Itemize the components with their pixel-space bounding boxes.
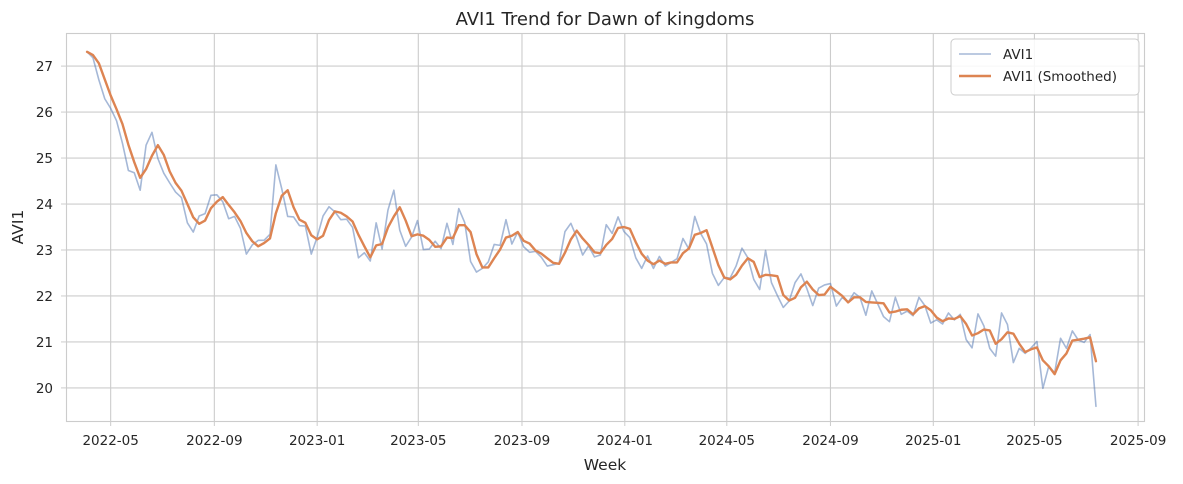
y-tick-label: 22 <box>36 289 53 305</box>
x-tick-label: 2024-09 <box>802 433 858 449</box>
x-tick-label: 2023-01 <box>289 433 345 449</box>
x-tick-label: 2022-09 <box>186 433 242 449</box>
y-tick-label: 24 <box>36 197 53 213</box>
x-tick-label: 2024-05 <box>699 433 755 449</box>
y-tick-label: 26 <box>36 105 53 121</box>
x-axis-label: Week <box>584 456 626 474</box>
legend-label-raw: AVI1 <box>1003 47 1033 63</box>
x-tick-label: 2023-05 <box>390 433 446 449</box>
legend: AVI1 AVI1 (Smoothed) <box>950 38 1140 96</box>
y-tick-label: 21 <box>36 335 53 351</box>
y-tick-label: 23 <box>36 243 53 259</box>
x-tick-label: 2024-01 <box>597 433 653 449</box>
y-tick-label: 25 <box>36 151 53 167</box>
chart-title: AVI1 Trend for Dawn of kingdoms <box>456 9 755 30</box>
x-tick-label: 2025-09 <box>1110 433 1166 449</box>
x-tick-label: 2023-09 <box>494 433 550 449</box>
y-tick-label: 20 <box>36 381 53 397</box>
series-layer <box>85 50 1098 408</box>
y-axis-label: AVI1 <box>9 210 27 245</box>
x-tick-label: 2025-01 <box>905 433 961 449</box>
x-axis: 2022-05 2022-09 2023-01 2023-05 2023-09 2024-… <box>82 421 1166 449</box>
series-line-avi1-smoothed <box>85 50 1098 376</box>
plot-frame <box>65 32 1146 423</box>
x-tick-label: 2022-05 <box>82 433 138 449</box>
x-tick-label: 2025-05 <box>1006 433 1062 449</box>
y-axis: 20 21 22 23 24 25 26 27 <box>36 59 66 397</box>
legend-label-smoothed: AVI1 (Smoothed) <box>1003 69 1117 85</box>
y-tick-label: 27 <box>36 59 53 75</box>
legend-box <box>950 38 1140 96</box>
